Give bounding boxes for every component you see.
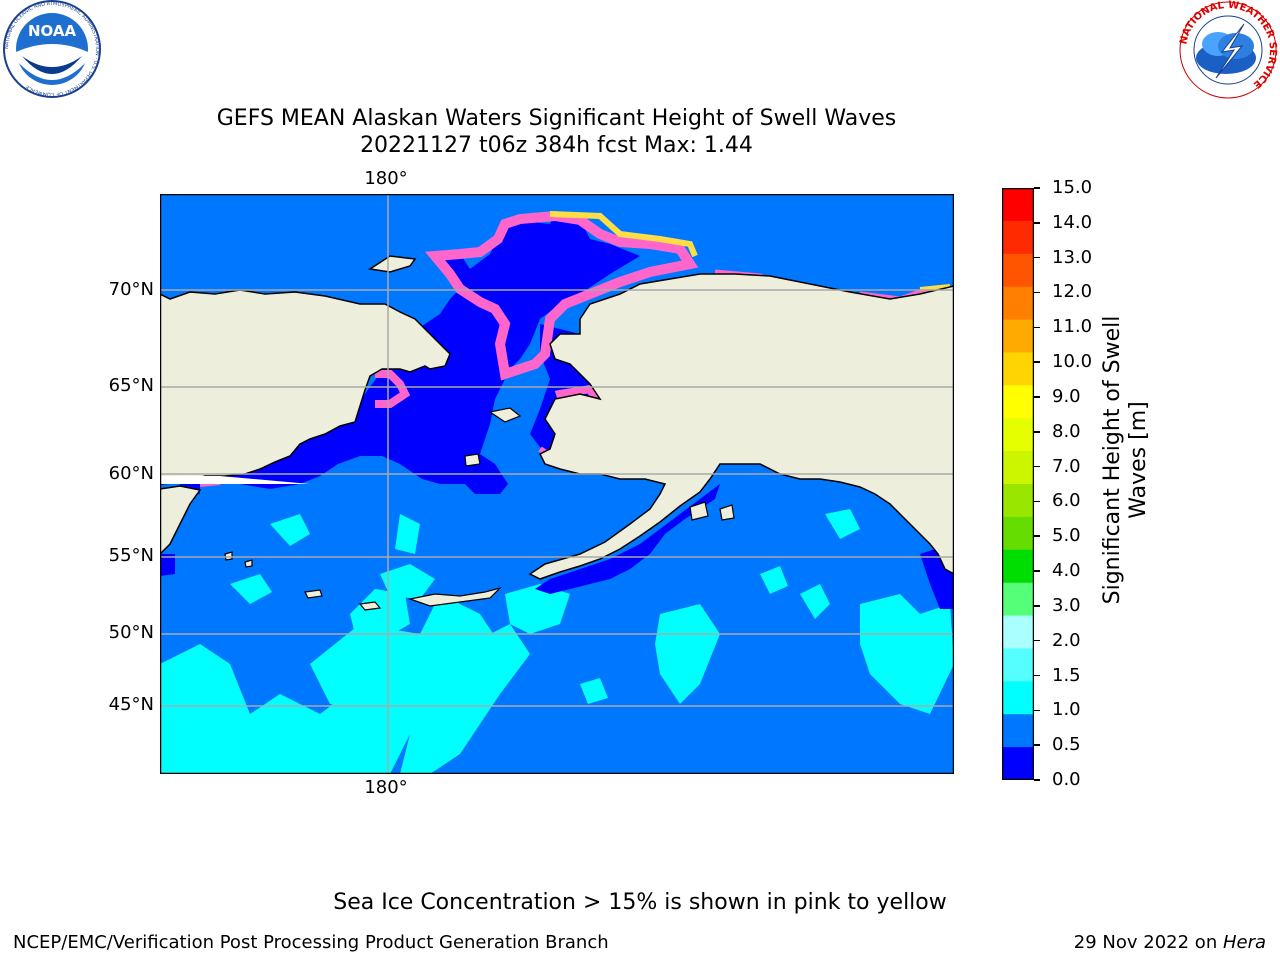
colorbar-label: Significant Height of Swell Waves [m]	[1100, 280, 1160, 640]
lat-label-60: 60°N	[108, 463, 154, 484]
colorbar-band	[1002, 549, 1034, 584]
lat-label-55: 55°N	[108, 545, 154, 566]
colorbar-tick-label: 7.0	[1052, 455, 1081, 477]
colorbar-tick-label: 13.0	[1052, 246, 1093, 268]
noaa-logo-text: NOAA	[28, 22, 77, 40]
lon-label-bottom: 180°	[364, 777, 408, 798]
colorbar-tick-mark	[1034, 187, 1040, 189]
islands	[224, 407, 735, 611]
generation-date: 29 Nov 2022 on Hera	[1074, 932, 1266, 953]
colorbar-band	[1002, 319, 1034, 353]
colorbar-tick-mark	[1034, 744, 1040, 746]
colorbar-band	[1002, 714, 1034, 748]
graticule	[160, 194, 954, 774]
colorbar-tick-mark	[1034, 500, 1040, 503]
ocean-white-gap	[160, 476, 310, 484]
land-alaska	[528, 273, 955, 580]
colorbar-band	[1002, 648, 1034, 682]
colorbar-tick-label: 8.0	[1052, 420, 1081, 442]
colorbar-tick-label: 15.0	[1052, 177, 1093, 198]
colorbar-band	[1002, 681, 1034, 715]
colorbar-band	[1002, 286, 1034, 321]
colorbar-band	[1002, 747, 1034, 781]
colorbar-tick-label: 5.0	[1052, 525, 1081, 547]
colorbar-tick-mark	[1034, 256, 1040, 259]
colorbar-tick-mark	[1034, 605, 1040, 607]
lat-label-70: 70°N	[108, 279, 154, 300]
colorbar-tick-label: 11.0	[1052, 316, 1093, 338]
lat-label-45: 45°N	[108, 694, 154, 715]
colorbar-tick-mark	[1034, 570, 1040, 572]
colorbar-tick-mark	[1034, 361, 1040, 363]
colorbar-band	[1002, 451, 1034, 485]
colorbar-band	[1002, 582, 1034, 617]
colorbar-tick-mark	[1034, 535, 1040, 537]
colorbar-label-line1: Significant Height of Swell	[1100, 315, 1125, 605]
nws-logo: NATIONAL WEATHER SERVICE	[1176, 0, 1280, 100]
colorbar-band	[1002, 352, 1034, 386]
colorbar-tick-label: 1.5	[1052, 664, 1081, 686]
colorbar-band	[1002, 385, 1034, 419]
colorbar-tick-mark	[1034, 222, 1040, 224]
colorbar-tick-mark	[1034, 674, 1040, 677]
colorbar-tick-mark	[1034, 291, 1040, 294]
colorbar-tick-label: 10.0	[1052, 351, 1093, 373]
colorbar-band	[1002, 188, 1034, 222]
colorbar-tick-mark	[1034, 779, 1040, 781]
colorbar-tick-label: 3.0	[1052, 594, 1081, 616]
colorbar-band	[1002, 516, 1034, 551]
colorbar-label-line2: Waves [m]	[1126, 401, 1151, 519]
lat-label-50: 50°N	[108, 622, 154, 643]
map-frame	[159, 193, 955, 775]
branch-credit: NCEP/EMC/Verification Post Processing Pr…	[13, 932, 609, 953]
colorbar-tick-mark	[1034, 465, 1040, 468]
noaa-logo: NOAA NATIONAL OCEANIC AND ATMOSPHERIC AD…	[0, 0, 104, 100]
chart-subtitle: 20221127 t06z 384h fcst Max: 1.44	[360, 133, 753, 158]
machine-name: Hera	[1222, 932, 1266, 953]
colorbar-band	[1002, 220, 1034, 255]
lat-label-65: 65°N	[108, 375, 154, 396]
sea-ice-note: Sea Ice Concentration > 15% is shown in …	[333, 890, 947, 915]
swell-1-1p5-patches	[160, 509, 954, 774]
colorbar-tick-label: 9.0	[1052, 385, 1081, 407]
chart-title: GEFS MEAN Alaskan Waters Significant Hei…	[216, 106, 897, 131]
colorbar	[1001, 187, 1035, 781]
colorbar-tick-mark	[1034, 326, 1040, 329]
colorbar-band	[1002, 253, 1034, 288]
colorbar-tick-mark	[1034, 396, 1040, 398]
colorbar-tick-label: 4.0	[1052, 560, 1081, 582]
colorbar-band	[1002, 484, 1034, 518]
map-panel	[159, 193, 955, 775]
colorbar-tick-label: 0.0	[1052, 769, 1081, 790]
generation-date-text: 29 Nov 2022 on	[1073, 932, 1223, 953]
colorbar-tick-label: 12.0	[1052, 281, 1093, 303]
colorbar-tick-label: 6.0	[1052, 490, 1081, 512]
colorbar-tick-label: 2.0	[1052, 629, 1081, 651]
colorbar-tick-label: 14.0	[1052, 211, 1093, 233]
colorbar-tick-mark	[1034, 639, 1040, 642]
colorbar-tick-label: 1.0	[1052, 699, 1081, 721]
colorbar-tick-mark	[1034, 709, 1040, 712]
colorbar-band	[1002, 418, 1034, 452]
colorbar-tick-label: 0.5	[1052, 734, 1081, 756]
lon-label-top: 180°	[364, 168, 408, 189]
colorbar-tick-mark	[1034, 431, 1040, 433]
colorbar-band	[1002, 615, 1034, 649]
